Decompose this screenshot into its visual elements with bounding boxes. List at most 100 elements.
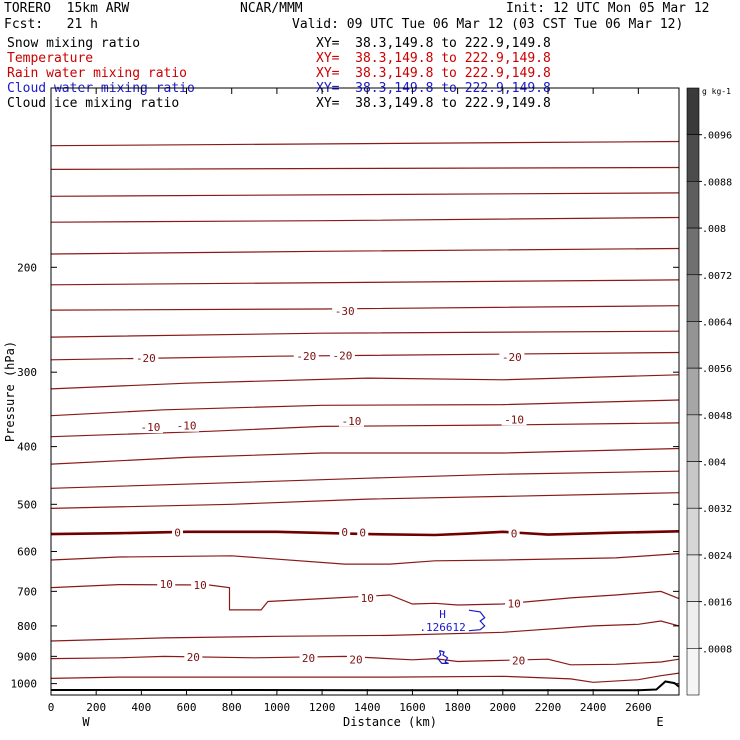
y-tick-label: 600 xyxy=(17,545,37,558)
temperature-contour xyxy=(50,620,680,642)
contour-label-bg xyxy=(358,591,377,604)
temperature-contour xyxy=(50,447,680,465)
temperature-label: -10 xyxy=(140,421,160,434)
cloud-water-contour xyxy=(468,609,486,632)
init-time: Init: 12 UTC Mon 05 Mar 12 xyxy=(506,1,710,16)
temperature-label: 10 xyxy=(361,592,374,605)
y-tick-label: 700 xyxy=(17,585,37,598)
colorbar-label: .0088 xyxy=(702,177,732,188)
colorbar-unit: g kg-1 xyxy=(702,87,731,96)
x-tick-label: 1600 xyxy=(399,701,426,714)
field-xy-snow: XY= 38.3,149.8 to 222.9,149.8 xyxy=(316,36,551,51)
west-label: W xyxy=(82,715,90,729)
field-xy-rain: XY= 38.3,149.8 to 222.9,149.8 xyxy=(316,66,551,81)
contour-label-bg xyxy=(509,654,528,667)
contour-label-bg xyxy=(499,351,525,364)
temperature-label: 20 xyxy=(349,654,362,667)
temperature-contour xyxy=(50,492,680,509)
y-tick-label: 400 xyxy=(17,441,37,454)
contour-label-bg xyxy=(184,651,203,664)
temperature-label: 0 xyxy=(511,528,518,541)
extremum-symbol: H xyxy=(439,608,446,621)
y-tick-label: 800 xyxy=(17,620,37,633)
colorbar-label: .0056 xyxy=(702,364,732,375)
colorbar-swatch xyxy=(686,227,700,276)
x-tick-label: 2400 xyxy=(580,701,607,714)
x-tick-label: 2000 xyxy=(490,701,517,714)
temperature-contour xyxy=(50,530,680,537)
temperature-contour xyxy=(50,655,680,666)
contour-label-bg xyxy=(508,527,520,540)
colorbar-swatch xyxy=(686,87,700,135)
colorbar-label: .004 xyxy=(702,458,726,469)
contour-label-bg xyxy=(357,526,369,539)
y-tick-label: 1000 xyxy=(11,678,38,691)
contour-label-bg xyxy=(133,352,159,365)
temperature-label: 10 xyxy=(507,597,520,610)
temperature-label: 10 xyxy=(160,578,173,591)
colorbar-swatch xyxy=(686,274,700,322)
valid-time: Valid: 09 UTC Tue 06 Mar 12 (03 CST Tue … xyxy=(292,17,684,32)
plot-frame xyxy=(50,87,680,696)
contour-label-bg xyxy=(505,597,524,610)
y-tick-label: 500 xyxy=(17,498,37,511)
colorbar-label: .0072 xyxy=(702,271,732,282)
colorbar-label: .0096 xyxy=(702,131,732,142)
temperature-label: -20 xyxy=(332,349,352,362)
temperature-label: -10 xyxy=(504,413,524,426)
contour-label-bg xyxy=(329,349,355,362)
field-label-cloud-water: Cloud water mixing ratio xyxy=(7,81,195,96)
colorbar-swatch xyxy=(686,367,700,416)
temperature-contour xyxy=(50,279,680,286)
x-tick-label: 200 xyxy=(86,701,106,714)
temperature-contour xyxy=(50,330,680,338)
x-tick-label: 0 xyxy=(48,701,55,714)
temperature-contour xyxy=(50,140,680,147)
temperature-label: 20 xyxy=(187,651,200,664)
x-tick-label: 1800 xyxy=(444,701,471,714)
contour-label-bg xyxy=(191,578,210,591)
contour-label-bg xyxy=(293,350,319,363)
x-axis-title: Distance (km) xyxy=(343,715,437,729)
temperature-label: -10 xyxy=(177,420,197,433)
temperature-label: 10 xyxy=(193,579,206,592)
contour-label-bg xyxy=(157,578,176,591)
colorbar-swatch xyxy=(686,321,700,369)
contour-label-bg xyxy=(338,414,364,427)
temperature-label: -10 xyxy=(342,415,362,428)
y-axis-title: Pressure (hPa) xyxy=(3,341,17,442)
temperature-label: -20 xyxy=(136,352,156,365)
temperature-label: 20 xyxy=(512,654,525,667)
temperature-label: 20 xyxy=(302,652,315,665)
y-tick-label: 300 xyxy=(17,366,37,379)
contour-label-bg xyxy=(174,419,200,432)
temperature-contour xyxy=(50,374,680,390)
y-tick-label: 900 xyxy=(17,650,37,663)
colorbar-swatch xyxy=(686,181,700,229)
model-title: TORERO 15km ARW xyxy=(4,1,130,16)
temperature-contour xyxy=(50,399,680,417)
temperature-contour xyxy=(50,305,680,311)
field-label-cloud-ice: Cloud ice mixing ratio xyxy=(7,96,180,111)
temperature-contour xyxy=(50,583,680,611)
contour-label-bg xyxy=(299,652,318,665)
colorbar-swatch xyxy=(686,461,700,509)
colorbar-swatch xyxy=(686,507,700,556)
x-tick-label: 800 xyxy=(222,701,242,714)
colorbar-swatch xyxy=(686,648,700,696)
colorbar-swatch xyxy=(686,554,700,602)
forecast-hour: Fcst: 21 h xyxy=(4,17,98,32)
x-tick-label: 2600 xyxy=(625,701,652,714)
x-tick-label: 1400 xyxy=(354,701,381,714)
contour-label-bg xyxy=(172,526,184,539)
east-label: E xyxy=(656,715,663,729)
colorbar-label: .0024 xyxy=(702,551,732,562)
colorbar-label: .0048 xyxy=(702,411,732,422)
contour-label-bg xyxy=(339,525,351,538)
field-xy-cloud-ice: XY= 38.3,149.8 to 222.9,149.8 xyxy=(316,96,551,111)
extremum-value: .126612 xyxy=(419,621,465,634)
y-tick-label: 200 xyxy=(17,261,37,274)
contour-label-bg xyxy=(501,413,527,426)
